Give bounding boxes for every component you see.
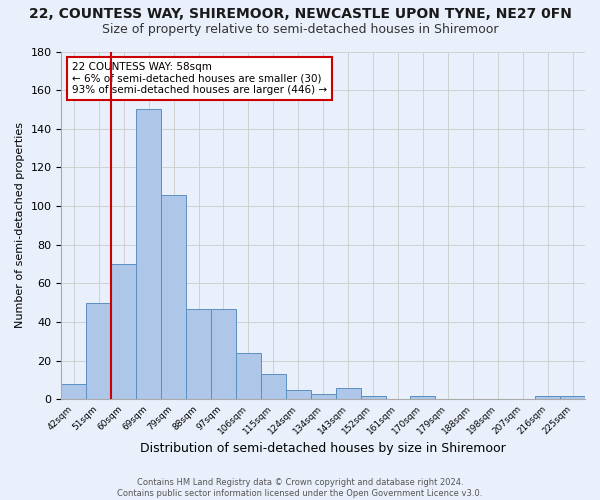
Y-axis label: Number of semi-detached properties: Number of semi-detached properties: [15, 122, 25, 328]
Bar: [410, 396, 436, 400]
Bar: [111, 264, 136, 400]
X-axis label: Distribution of semi-detached houses by size in Shiremoor: Distribution of semi-detached houses by …: [140, 442, 506, 455]
Text: 22 COUNTESS WAY: 58sqm
← 6% of semi-detached houses are smaller (30)
93% of semi: 22 COUNTESS WAY: 58sqm ← 6% of semi-deta…: [72, 62, 327, 95]
Bar: [236, 353, 261, 400]
Bar: [261, 374, 286, 400]
Text: 22, COUNTESS WAY, SHIREMOOR, NEWCASTLE UPON TYNE, NE27 0FN: 22, COUNTESS WAY, SHIREMOOR, NEWCASTLE U…: [29, 8, 571, 22]
Bar: [161, 194, 186, 400]
Text: Contains HM Land Registry data © Crown copyright and database right 2024.
Contai: Contains HM Land Registry data © Crown c…: [118, 478, 482, 498]
Bar: [186, 308, 211, 400]
Bar: [535, 396, 560, 400]
Bar: [335, 388, 361, 400]
Bar: [61, 384, 86, 400]
Bar: [286, 390, 311, 400]
Bar: [86, 303, 111, 400]
Bar: [311, 394, 335, 400]
Bar: [211, 308, 236, 400]
Bar: [361, 396, 386, 400]
Bar: [136, 110, 161, 400]
Text: Size of property relative to semi-detached houses in Shiremoor: Size of property relative to semi-detach…: [102, 22, 498, 36]
Bar: [560, 396, 585, 400]
